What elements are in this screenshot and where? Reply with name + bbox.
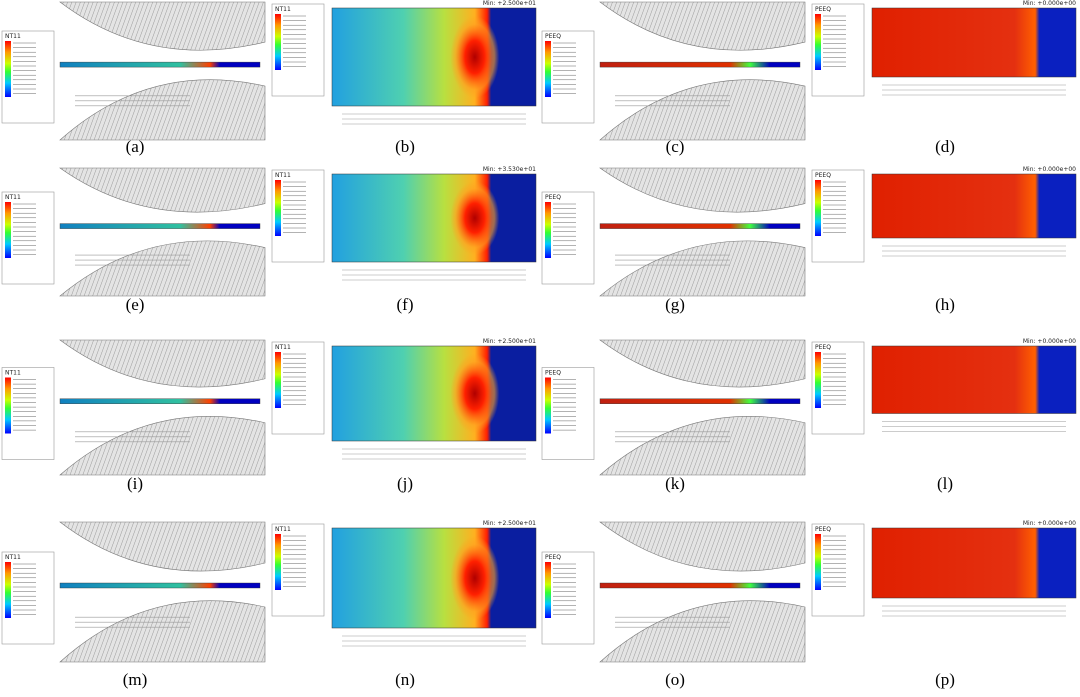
- max-min-note: Min: +0.000e+00: [1023, 0, 1076, 7]
- panel-label: (m): [123, 670, 148, 689]
- panel-label: (o): [665, 670, 685, 689]
- panel-label: (p): [935, 670, 955, 689]
- panel-label: (g): [665, 295, 685, 314]
- max-min-note: Min: +3.530e+01: [483, 166, 536, 173]
- upper-roll: [599, 339, 806, 388]
- legend-title: NT11: [275, 344, 291, 351]
- contour-field: [871, 7, 1077, 78]
- panel-label: (n): [395, 670, 415, 689]
- lower-roll: [599, 240, 806, 297]
- color-bar: [275, 352, 281, 408]
- color-bar: [5, 202, 11, 258]
- panel-label: (a): [126, 137, 145, 156]
- color-bar: [275, 14, 281, 70]
- color-bar: [545, 41, 551, 97]
- strip: [59, 398, 261, 404]
- legend-title: NT11: [275, 526, 291, 533]
- color-bar: [5, 41, 11, 97]
- max-min-note: Min: +0.000e+00: [1023, 338, 1076, 345]
- legend-title: PEEQ: [545, 554, 561, 561]
- strip: [599, 582, 801, 589]
- legend-title: PEEQ: [815, 172, 831, 179]
- legend-title: PEEQ: [545, 194, 561, 201]
- panel-label: (i): [127, 474, 143, 493]
- strip: [59, 61, 261, 68]
- color-bar: [815, 352, 821, 408]
- panel-label: (d): [935, 137, 955, 156]
- upper-roll: [59, 1, 266, 51]
- panel-label: (e): [126, 295, 145, 314]
- contour-field: [331, 173, 537, 263]
- legend-title: PEEQ: [815, 6, 831, 13]
- lower-roll: [599, 600, 806, 663]
- strip: [599, 61, 801, 68]
- lower-roll: [59, 79, 266, 141]
- legend-title: NT11: [5, 33, 21, 40]
- legend-title: NT11: [5, 370, 21, 377]
- contour-field: [871, 527, 1077, 599]
- panel-label: (c): [666, 137, 685, 156]
- max-min-note: Min: +0.000e+00: [1023, 166, 1076, 173]
- strip: [599, 398, 801, 404]
- lower-roll: [59, 600, 266, 663]
- hot-zone: [450, 181, 500, 255]
- lower-roll: [599, 79, 806, 141]
- legend-title: NT11: [5, 194, 21, 201]
- color-bar: [815, 180, 821, 236]
- max-min-note: Min: +2.500e+01: [483, 520, 536, 527]
- lower-roll: [59, 240, 266, 297]
- legend-title: NT11: [275, 172, 291, 179]
- upper-roll: [59, 339, 266, 388]
- color-bar: [275, 180, 281, 236]
- color-bar: [275, 534, 281, 590]
- contour-field: [331, 527, 537, 629]
- strip: [599, 223, 801, 229]
- legend-title: PEEQ: [545, 370, 561, 377]
- upper-roll: [599, 521, 806, 572]
- max-min-note: Min: +2.500e+01: [483, 0, 536, 7]
- color-bar: [545, 202, 551, 258]
- hot-zone: [450, 353, 500, 434]
- hot-zone: [450, 15, 500, 99]
- color-bar: [5, 377, 11, 434]
- upper-roll: [59, 521, 266, 572]
- panel-label: (k): [665, 474, 685, 493]
- color-bar: [815, 14, 821, 70]
- legend-title: NT11: [5, 554, 21, 561]
- color-bar: [545, 377, 551, 434]
- panel-label: (b): [395, 137, 415, 156]
- max-min-note: Min: +2.500e+01: [483, 338, 536, 345]
- color-bar: [815, 534, 821, 590]
- strip: [59, 223, 261, 229]
- contour-field: [871, 173, 1077, 239]
- color-bar: [545, 562, 551, 618]
- strip: [59, 582, 261, 589]
- legend-title: NT11: [275, 6, 291, 13]
- hot-zone: [450, 536, 500, 620]
- panel-label: (h): [935, 295, 955, 314]
- legend-title: PEEQ: [545, 33, 561, 40]
- contour-field: [331, 7, 537, 107]
- upper-roll: [599, 167, 806, 213]
- legend-title: PEEQ: [815, 526, 831, 533]
- legend-title: PEEQ: [815, 344, 831, 351]
- color-bar: [5, 562, 11, 618]
- upper-roll: [59, 167, 266, 213]
- contour-field: [331, 345, 537, 442]
- max-min-note: Min: +0.000e+00: [1023, 520, 1076, 527]
- panel-label: (f): [397, 295, 414, 314]
- panel-label: (j): [397, 474, 413, 493]
- lower-roll: [59, 415, 266, 476]
- upper-roll: [599, 1, 806, 51]
- lower-roll: [599, 415, 806, 476]
- contour-field: [871, 345, 1077, 414]
- panel-label: (l): [937, 474, 953, 493]
